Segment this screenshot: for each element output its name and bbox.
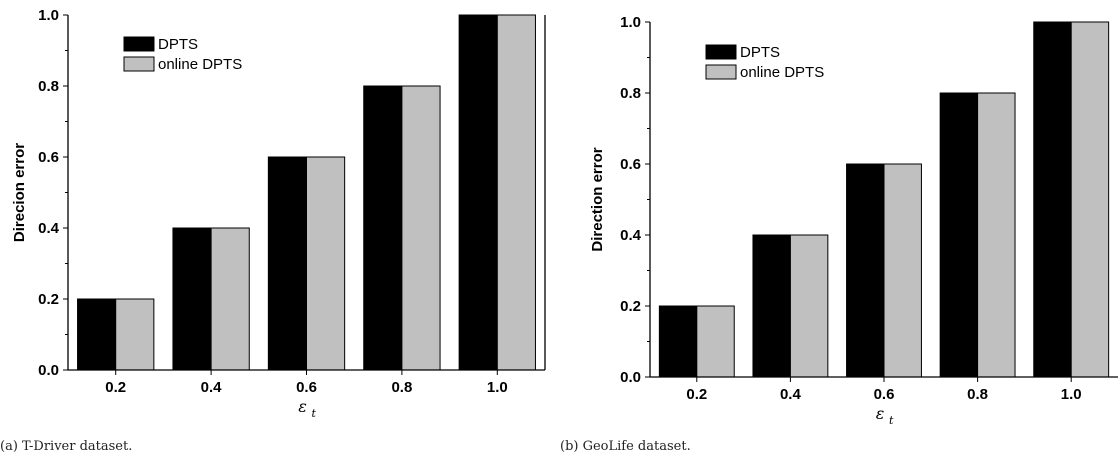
x-axis-title-symbol: ε [876, 404, 885, 423]
bar-dpts-0.4 [752, 234, 791, 378]
x-tick-label: 0.6 [874, 386, 895, 403]
bar-online-dpts-0.6 [883, 163, 922, 378]
y-tick-label: 1.0 [620, 14, 641, 31]
x-tick-label: 0.2 [105, 379, 126, 396]
y-tick-label: 0.6 [620, 156, 641, 173]
bar-dpts-1.0 [1033, 21, 1072, 378]
y-axis-title: Direcion error [11, 143, 28, 242]
bar-online-dpts-0.4 [210, 227, 250, 371]
y-tick-label: 0.4 [38, 220, 60, 237]
bar-online-dpts-0.2 [115, 298, 155, 371]
x-tick-label: 0.4 [780, 386, 802, 403]
bar-online-dpts-1.0 [1070, 21, 1110, 378]
y-tick-label: 0.8 [620, 85, 641, 102]
y-axis-title: Direction error [589, 147, 606, 251]
x-tick-label: 0.8 [391, 379, 412, 396]
legend-label-online-dpts: online DPTS [158, 56, 242, 73]
y-tick-label: 0.4 [620, 227, 642, 244]
x-tick-label: 0.4 [201, 379, 223, 396]
bar-dpts-0.2 [658, 305, 698, 378]
x-tick-label: 1.0 [1061, 386, 1082, 403]
bar-online-dpts-0.2 [696, 305, 735, 378]
y-tick-label: 1.0 [38, 7, 59, 24]
bar-dpts-0.6 [846, 163, 885, 378]
bar-online-dpts-1.0 [496, 14, 536, 371]
x-tick-label: 1.0 [487, 379, 508, 396]
chart-panel-1: 0.2 0.4 0.6 0.8 1.0 0.0 0.2 0.4 0.6 0.8 1.0 Direcio… [0, 7, 546, 454]
y-tick-label: 0.2 [38, 291, 59, 308]
x-tick-label: 0.8 [967, 386, 988, 403]
bar-online-dpts-0.4 [789, 234, 829, 378]
legend-label-online-dpts: online DPTS [740, 64, 824, 81]
legend-swatch-dpts [705, 44, 737, 60]
x-axis-title-subscript: t [889, 414, 894, 427]
x-tick-label: 0.2 [686, 386, 707, 403]
bar-dpts-0.2 [77, 298, 117, 371]
y-tick-label: 0.6 [38, 149, 59, 166]
bar-dpts-0.4 [172, 227, 212, 371]
legend-label-dpts: DPTS [740, 44, 780, 61]
bar-dpts-1.0 [458, 14, 498, 371]
bar-online-dpts-0.6 [306, 156, 346, 371]
x-axis-title-subscript: t [312, 407, 317, 420]
legend-swatch-online-dpts [123, 56, 155, 72]
legend-swatch-dpts [123, 36, 155, 52]
legend-swatch-online-dpts [705, 64, 737, 80]
figure-caption: (a) T-Driver dataset. [0, 439, 132, 454]
chart-panel-2: 0.2 0.4 0.6 0.8 1.0 0.0 0.2 0.4 0.6 0.8 1.0 Directi… [560, 14, 1118, 454]
legend-label-dpts: DPTS [158, 36, 198, 53]
y-tick-label: 0.0 [620, 369, 641, 386]
y-tick-label: 0.8 [38, 78, 59, 95]
figure-caption: (b) GeoLife dataset. [560, 439, 691, 454]
bar-dpts-0.6 [267, 156, 307, 371]
x-tick-label: 0.6 [296, 379, 317, 396]
bar-online-dpts-0.8 [977, 92, 1016, 378]
x-axis-title-symbol: ε [298, 397, 307, 416]
y-tick-label: 0.0 [38, 362, 59, 379]
bar-online-dpts-0.8 [401, 85, 441, 371]
bar-dpts-0.8 [939, 92, 979, 378]
bar-dpts-0.8 [363, 85, 403, 371]
y-tick-label: 0.2 [620, 298, 641, 315]
